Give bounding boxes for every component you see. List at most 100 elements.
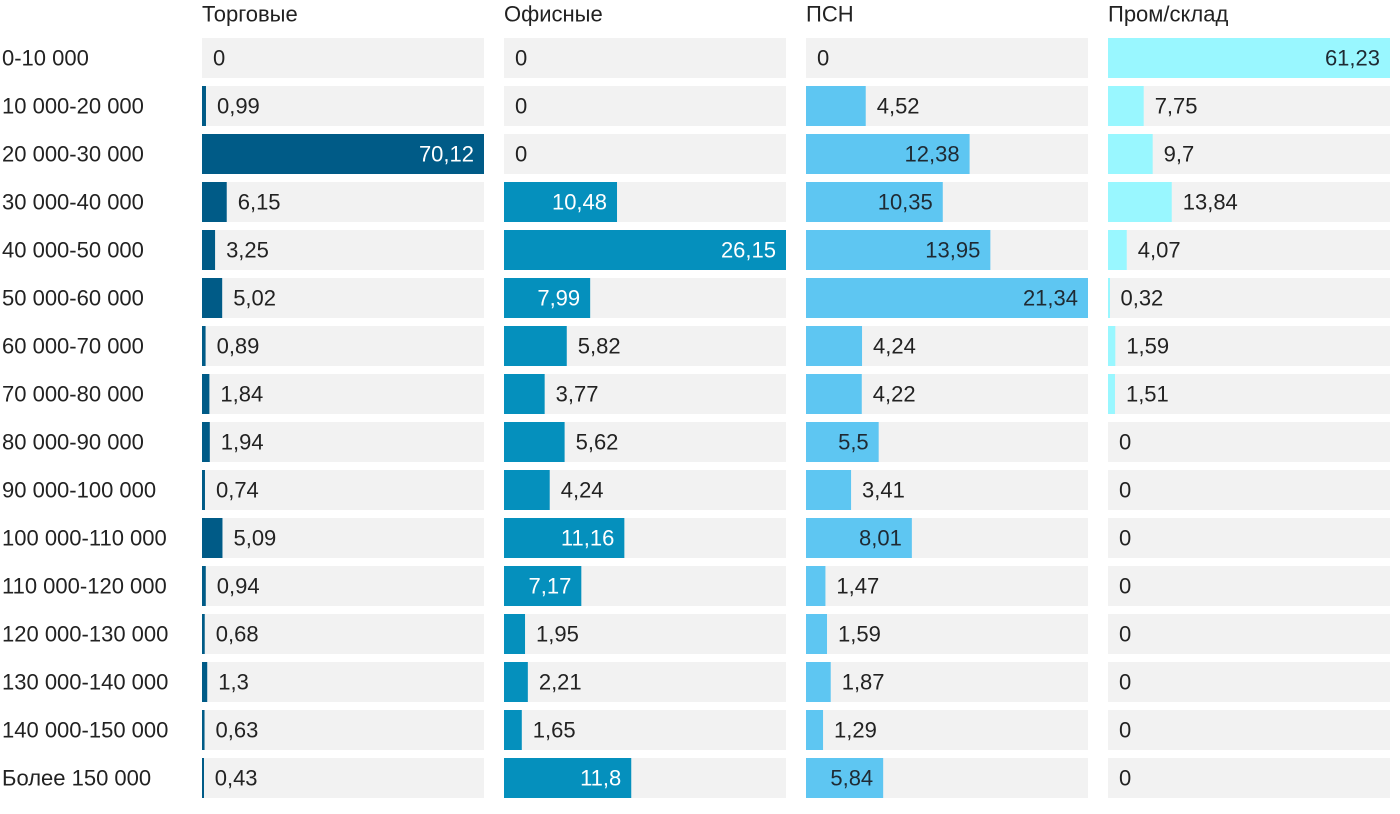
data-label: 0,63 [216, 718, 259, 743]
bar-track [202, 662, 484, 702]
data-label: 0 [213, 46, 225, 71]
category-label: 40 000-50 000 [2, 238, 144, 263]
data-label: 0 [515, 94, 527, 119]
bar-псн [806, 614, 828, 654]
data-label: 0,89 [217, 334, 260, 359]
category-label: 0-10 000 [2, 46, 89, 71]
bar-track [1108, 326, 1390, 366]
bar-track [504, 374, 786, 414]
data-label: 0 [1119, 574, 1131, 599]
data-label: 0,68 [216, 622, 259, 647]
category-label: 50 000-60 000 [2, 286, 144, 311]
bar-track [806, 662, 1088, 702]
bar-торговые [202, 662, 208, 702]
bar-псн [806, 230, 991, 270]
data-label: 4,52 [877, 94, 920, 119]
bar-псн [806, 326, 863, 366]
bar-торговые [202, 470, 205, 510]
bar-торговые [202, 422, 210, 462]
bar-track [202, 614, 484, 654]
category-label: 90 000-100 000 [2, 478, 156, 503]
data-label: 2,21 [539, 670, 582, 695]
data-label: 0 [1119, 478, 1131, 503]
series-header: Торговые [202, 2, 298, 27]
data-label: 0 [817, 46, 829, 71]
bar-track [1108, 422, 1390, 462]
series-header: Пром/склад [1108, 2, 1228, 27]
data-label: 5,62 [576, 430, 619, 455]
data-label: 1,51 [1126, 382, 1169, 407]
data-label: 0,99 [217, 94, 260, 119]
data-label: 3,77 [556, 382, 599, 407]
data-label: 0 [515, 142, 527, 167]
bar-track [1108, 230, 1390, 270]
data-label: 5,5 [838, 430, 869, 455]
bar-пром-склад [1108, 230, 1127, 270]
data-label: 0 [1119, 526, 1131, 551]
category-label: 60 000-70 000 [2, 334, 144, 359]
category-label: 70 000-80 000 [2, 382, 144, 407]
data-label: 0 [1119, 430, 1131, 455]
bar-track [1108, 566, 1390, 606]
bar-track [1108, 278, 1390, 318]
bar-пром-склад [1108, 326, 1116, 366]
data-label: 0,32 [1120, 286, 1163, 311]
bar-псн [806, 518, 912, 558]
bar-торговые [202, 182, 227, 222]
bar-офисные [504, 326, 567, 366]
bar-track [202, 422, 484, 462]
data-label: 13,84 [1183, 190, 1238, 215]
data-label: 13,95 [925, 238, 980, 263]
series-header: Офисные [504, 2, 603, 27]
bar-track [504, 134, 786, 174]
bar-track [504, 710, 786, 750]
category-label: 110 000-120 000 [2, 574, 167, 599]
data-label: 26,15 [721, 238, 776, 263]
data-label: 3,41 [862, 478, 905, 503]
data-label: 1,94 [221, 430, 264, 455]
bar-track [1108, 134, 1390, 174]
bar-офисные [504, 182, 618, 222]
bar-псн [806, 422, 879, 462]
bar-псн [806, 134, 970, 174]
category-label: 30 000-40 000 [2, 190, 144, 215]
bar-псн [806, 86, 866, 126]
bar-track [202, 326, 484, 366]
category-label: 20 000-30 000 [2, 142, 144, 167]
data-label: 7,17 [528, 574, 571, 599]
bar-track [806, 470, 1088, 510]
data-label: 0,74 [216, 478, 259, 503]
bar-торговые [202, 230, 216, 270]
bar-track [1108, 662, 1390, 702]
bar-track [504, 86, 786, 126]
bar-track [504, 470, 786, 510]
bar-псн [806, 374, 862, 414]
category-label: 100 000-110 000 [2, 526, 167, 551]
bar-track [1108, 614, 1390, 654]
data-label: 0 [1119, 718, 1131, 743]
data-label: 7,75 [1155, 94, 1198, 119]
bar-track [202, 470, 484, 510]
data-label: 1,84 [220, 382, 263, 407]
bar-офисные [504, 566, 582, 606]
data-label: 10,48 [552, 190, 607, 215]
category-label: 140 000-150 000 [2, 718, 168, 743]
data-label: 1,87 [842, 670, 885, 695]
data-label: 3,25 [226, 238, 269, 263]
data-label: 4,24 [873, 334, 916, 359]
bar-торговые [202, 134, 484, 174]
bar-пром-склад [1108, 374, 1115, 414]
bar-офисные [504, 470, 550, 510]
bar-торговые [202, 278, 223, 318]
data-label: 1,29 [834, 718, 877, 743]
bar-track [202, 758, 484, 798]
bar-офисные [504, 614, 526, 654]
bar-пром-склад [1108, 86, 1144, 126]
bar-офисные [504, 374, 545, 414]
data-label: 0 [1119, 670, 1131, 695]
bar-офисные [504, 422, 565, 462]
bar-track [1108, 374, 1390, 414]
bar-track [202, 566, 484, 606]
bar-торговые [202, 326, 206, 366]
category-label: 130 000-140 000 [2, 670, 168, 695]
